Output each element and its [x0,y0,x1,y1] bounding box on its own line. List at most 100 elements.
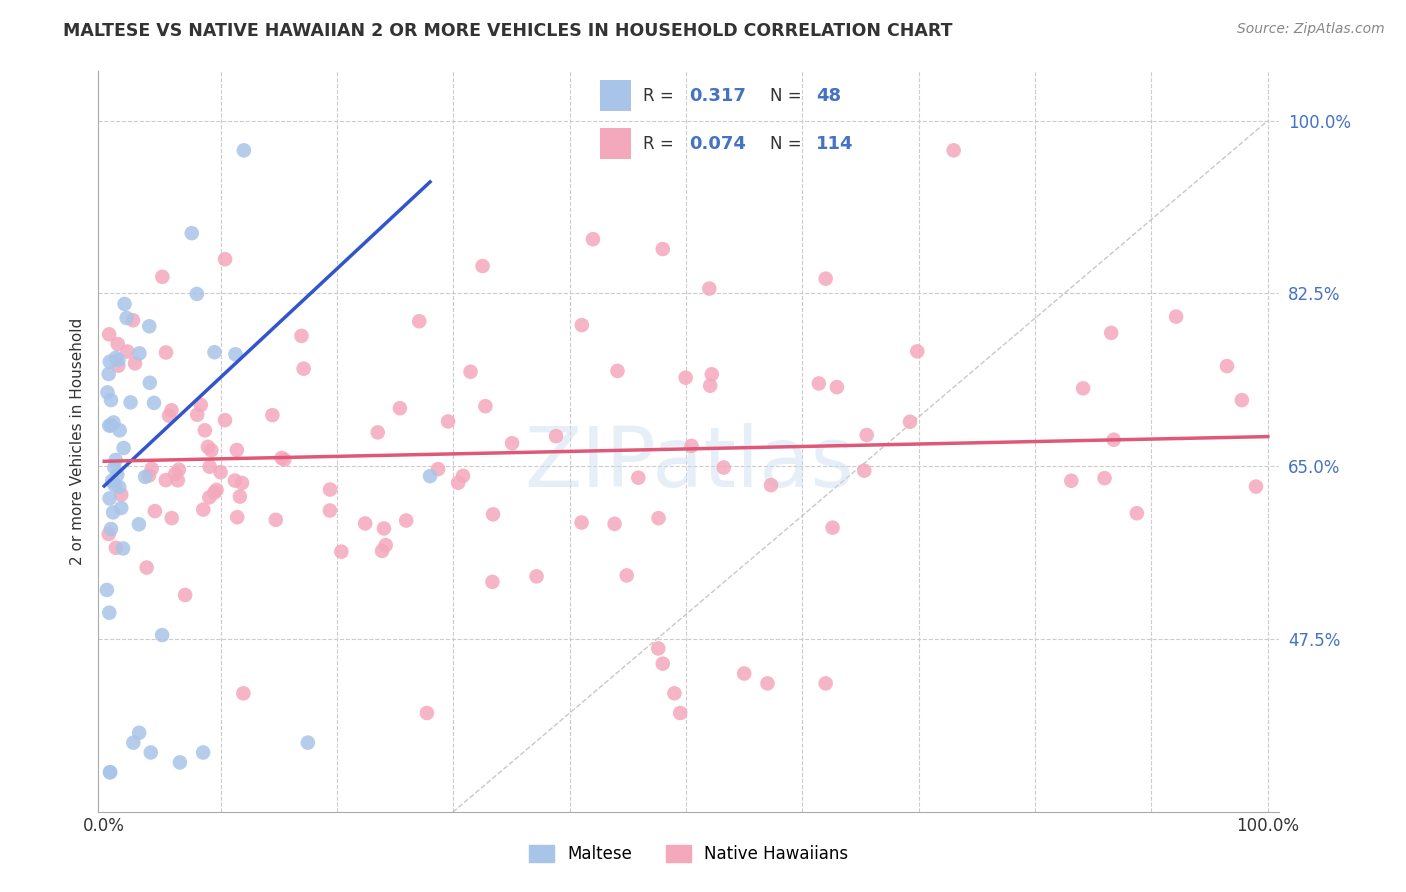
Point [214,413,236,427]
Text: 0.074: 0.074 [689,135,747,153]
Point [571,516,593,530]
Point [96,582,118,597]
Point [681,439,703,453]
Point [700,368,723,382]
Point [205,483,228,497]
Point [853,464,876,478]
Point [395,514,418,528]
Point [290,329,312,343]
Point [371,544,394,558]
Point [471,259,494,273]
Point [1244,480,1267,494]
Point [122,736,145,750]
Point [408,314,430,328]
Point [224,347,246,361]
Point [174,588,197,602]
Point [273,452,295,467]
Text: 48: 48 [817,87,841,104]
Point [616,568,638,582]
Point [814,676,837,690]
Point [756,676,779,690]
Point [606,364,628,378]
Point [169,756,191,770]
Point [416,706,439,720]
Point [264,513,287,527]
Point [582,232,605,246]
Point [821,521,844,535]
Point [112,541,135,556]
Point [190,398,212,412]
Point [101,505,124,519]
Point [675,370,697,384]
Point [451,468,474,483]
Point [105,467,128,482]
Point [107,337,129,351]
Point [330,544,353,558]
Text: R =: R = [643,135,673,153]
Point [110,500,132,515]
Point [108,423,131,437]
Point [651,657,673,671]
Point [100,418,122,433]
Point [104,453,127,467]
Point [100,393,122,408]
Point [97,367,120,381]
Point [297,736,319,750]
Point [141,461,163,475]
Point [104,541,127,555]
Point [107,353,129,368]
Point [232,144,254,158]
Point [209,465,232,479]
Point [225,442,247,457]
Point [103,478,125,492]
Point [122,313,145,327]
Point [1216,359,1239,373]
Point [167,463,190,477]
Point [138,319,160,334]
Point [544,429,567,443]
Point [262,408,284,422]
Point [1060,474,1083,488]
Point [107,359,129,373]
Point [419,469,441,483]
Point [155,473,177,487]
Point [713,460,735,475]
Point [194,423,217,437]
Point [96,385,118,400]
Point [98,606,121,620]
Point [98,491,121,506]
Point [98,355,121,369]
Point [103,416,125,430]
Point [292,361,315,376]
Point [374,538,396,552]
Point [825,380,848,394]
Point [186,408,208,422]
Point [98,765,121,780]
Point [134,470,156,484]
Point [120,395,142,409]
Point [135,560,157,574]
Point [733,666,755,681]
Point [1230,393,1253,408]
Point [180,226,202,240]
Point [460,365,482,379]
Point [669,706,692,720]
Point [150,269,173,284]
Point [224,474,246,488]
Point [807,376,830,391]
Point [110,488,132,502]
Point [699,378,721,392]
Point [128,346,150,360]
Point [186,287,208,301]
Point [100,522,122,536]
Point [1094,471,1116,485]
Text: ZIPatlas: ZIPatlas [524,423,853,504]
Point [1099,326,1122,340]
Point [128,517,150,532]
Point [482,508,505,522]
Point [214,252,236,267]
Text: N =: N = [770,135,801,153]
Point [108,480,131,494]
Point [647,641,669,656]
Point [166,473,188,487]
